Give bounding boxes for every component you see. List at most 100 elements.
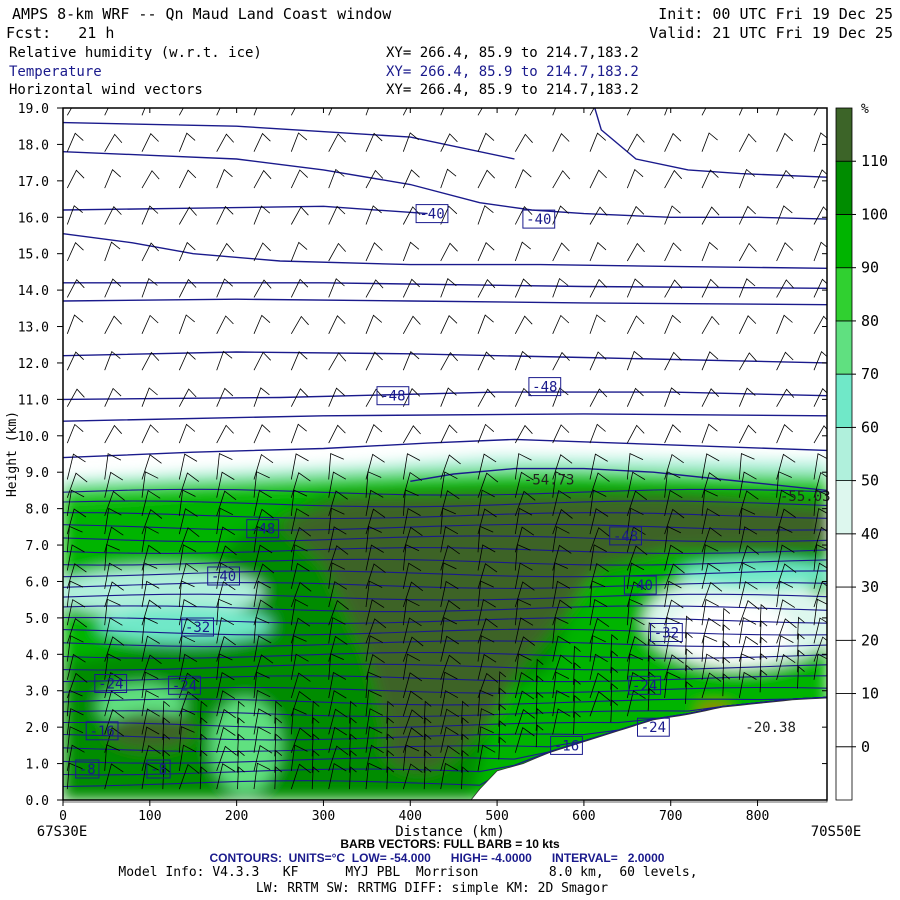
wind-barb [514, 490, 536, 517]
wind-barb [104, 169, 121, 189]
wind-barb [216, 690, 236, 717]
wind-barb [141, 508, 163, 535]
wind-barb-lowlevel [759, 620, 768, 644]
wind-barb-lowlevel [647, 622, 656, 646]
wind-barb [104, 350, 121, 371]
wind-barb-lowlevel [311, 700, 320, 724]
wind-barb [328, 205, 346, 225]
wind-barb [552, 671, 570, 699]
isotherm-trop-18 [63, 696, 827, 706]
wind-barb-lowlevel [535, 658, 544, 682]
wind-barb [328, 471, 347, 498]
wind-barb [552, 689, 570, 717]
wind-barb [514, 690, 535, 717]
wind-barb-lowlevel [797, 616, 805, 640]
wind-barb [66, 762, 83, 790]
init-time: Init: 00 UTC Fri 19 Dec 25 [658, 5, 893, 23]
wind-barb-lowlevel [610, 633, 619, 657]
wind-barb [738, 315, 757, 334]
wind-barb [477, 599, 496, 626]
wind-barb [514, 453, 532, 480]
wind-barb-lowlevel [461, 733, 469, 757]
wind-barb [664, 563, 685, 589]
wind-barb [701, 278, 719, 298]
wind-barb [626, 108, 632, 116]
wind-barb-lowlevel [274, 749, 283, 773]
wind-barb [141, 745, 161, 772]
wind-barb [701, 544, 719, 571]
wind-barb [141, 762, 159, 790]
wind-barb [514, 241, 531, 262]
contour-label: -16 [550, 735, 583, 755]
wind-barb-lowlevel [573, 694, 581, 718]
wind-barb-lowlevel [423, 700, 432, 724]
wind-barb [141, 708, 160, 735]
wind-barb [701, 388, 719, 407]
wind-barb [514, 108, 520, 116]
wind-barb [701, 241, 719, 262]
wind-barb [402, 744, 420, 771]
wind-barb [402, 108, 408, 116]
wind-barb [328, 581, 348, 608]
wind-barb [216, 168, 233, 189]
barb-legend: BARB VECTORS: FULL BARB = 10 kts [340, 837, 560, 851]
wind-barb [178, 708, 196, 735]
wind-barb [440, 471, 458, 498]
wind-barb [589, 423, 606, 444]
isotherm-trop-15 [63, 663, 827, 671]
wind-barb [514, 562, 533, 589]
wind-barb [66, 618, 88, 644]
wind-barb [776, 453, 796, 480]
wind-barb-lowlevel [423, 717, 432, 740]
wind-barb [589, 388, 608, 407]
wind-barb [738, 635, 759, 662]
colorbar-bin [835, 533, 853, 588]
y-tick-label: 12.0 [18, 357, 49, 372]
wind-barb [701, 653, 720, 680]
wind-barb [402, 453, 421, 480]
wind-barb [701, 453, 720, 480]
contour-label-text: -54.73 [524, 473, 575, 489]
wind-barb [253, 508, 274, 535]
wind-barb [664, 242, 682, 262]
wind-barb [141, 654, 162, 680]
rh-moist-low [384, 719, 454, 771]
wind-barb [216, 708, 236, 735]
isotherm-upper-10 [63, 282, 827, 289]
wind-barb-lowlevel [685, 664, 693, 688]
wind-barb [701, 472, 722, 498]
wind-barb [328, 562, 346, 589]
wind-barb-lowlevel [162, 733, 171, 757]
y-tick-label: 5.0 [26, 612, 49, 627]
wind-barb [104, 763, 124, 790]
wind-barb [514, 315, 533, 334]
wind-barb [514, 544, 531, 571]
rh-moist-low-left [106, 712, 194, 750]
y-tick-label: 8.0 [26, 503, 49, 518]
wind-barb [514, 206, 533, 225]
wind-barb [290, 315, 309, 335]
contour-label-text: -8 [150, 762, 167, 778]
wind-barb [589, 580, 606, 608]
wind-barb [253, 525, 271, 553]
wind-barb [104, 206, 122, 225]
y-tick-label: 2.0 [26, 721, 49, 736]
colorbar-bin [835, 373, 853, 428]
wind-barb [440, 387, 457, 407]
wind-barb [365, 205, 382, 225]
wind-barb-lowlevel [498, 687, 507, 711]
wind-barb [440, 708, 460, 735]
wind-barb [290, 653, 309, 680]
wind-barb [664, 489, 683, 516]
wind-barb [664, 108, 668, 116]
wind-barb [440, 424, 458, 444]
wind-barb [141, 170, 160, 189]
contour-label: -8 [75, 759, 100, 779]
wind-barb [552, 170, 571, 189]
y-axis-label: Height (km) [5, 411, 20, 497]
wind-barb [365, 544, 384, 571]
wind-barb [813, 562, 827, 589]
wind-barb [738, 617, 757, 644]
wind-barb [477, 689, 494, 717]
wind-barb [589, 351, 607, 371]
